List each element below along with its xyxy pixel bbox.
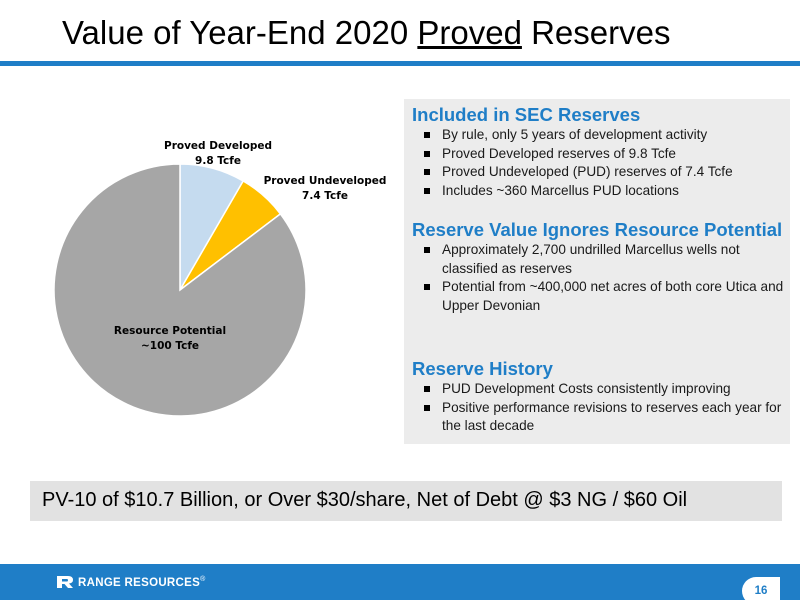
section-heading: Included in SEC Reserves	[412, 104, 641, 125]
bullet-item: Potential from ~400,000 net acres of bot…	[412, 278, 784, 315]
bullet-list: PUD Development Costs consistently impro…	[412, 380, 784, 436]
bullet-list: By rule, only 5 years of development act…	[412, 126, 784, 200]
pie-slice-resource-potential	[53, 163, 307, 417]
bullet-item: Positive performance revisions to reserv…	[412, 399, 784, 436]
pie-label-resource-potential-value: ~100 Tcfe	[140, 340, 200, 352]
pie-label-proved-undeveloped: Proved Undeveloped 7.4 Tcfe	[255, 174, 395, 204]
pv10-text: PV-10 of $10.7 Billion, or Over $30/shar…	[42, 489, 688, 511]
bullet-text: Proved Developed reserves of 9.8 Tcfe	[442, 145, 676, 161]
pie-label-proved-developed: Proved Developed 9.8 Tcfe	[148, 139, 288, 169]
square-bullet-icon	[424, 386, 430, 392]
bullet-item: By rule, only 5 years of development act…	[412, 126, 784, 145]
bullet-text: Potential from ~400,000 net acres of bot…	[442, 279, 784, 313]
title-rule	[0, 61, 800, 66]
section-resource-potential: Reserve Value Ignores Resource Potential…	[412, 218, 784, 315]
bullet-text: Proved Undeveloped (PUD) reserves of 7.4…	[442, 164, 733, 179]
pie-label-resource-potential: Resource Potential ~100 Tcfe	[100, 324, 240, 354]
section-heading: Reserve History	[412, 358, 553, 379]
reserves-pie-chart	[53, 163, 307, 417]
square-bullet-icon	[424, 169, 430, 175]
title-prefix: Value of Year-End 2020	[62, 14, 418, 51]
footer-bar: RANGE RESOURCES® 16	[0, 564, 800, 605]
bullet-text: Includes ~360 Marcellus PUD locations	[442, 182, 679, 198]
bullet-list: Approximately 2,700 undrilled Marcellus …	[412, 241, 784, 315]
title-underlined-word: Proved	[417, 14, 522, 51]
square-bullet-icon	[424, 132, 430, 138]
slide-title: Value of Year-End 2020 Proved Reserves	[62, 14, 670, 52]
section-reserve-history: Reserve History PUD Development Costs co…	[412, 357, 784, 436]
pie-label-proved-undeveloped-value: 7.4 Tcfe	[302, 190, 348, 202]
logo-wordmark: RANGE RESOURCES	[78, 576, 201, 589]
square-bullet-icon	[424, 247, 430, 253]
bullet-item: Approximately 2,700 undrilled Marcellus …	[412, 241, 784, 278]
square-bullet-icon	[424, 187, 430, 194]
title-suffix: Reserves	[521, 14, 671, 51]
page-number: 16	[742, 577, 780, 605]
bullet-text: Approximately 2,700 undrilled Marcellus …	[442, 242, 740, 276]
bullet-item: Proved Undeveloped (PUD) reserves of 7.4…	[412, 163, 784, 182]
pie-label-resource-potential-name: Resource Potential	[113, 325, 227, 337]
bullet-item: Proved Developed reserves of 9.8 Tcfe	[412, 145, 784, 164]
bullet-text: Positive performance revisions to reserv…	[442, 399, 782, 434]
section-included-sec: Included in SEC Reserves By rule, only 5…	[412, 103, 784, 200]
info-panel: Included in SEC Reserves By rule, only 5…	[404, 99, 790, 444]
logo-text: RANGE RESOURCES®	[78, 576, 206, 589]
square-bullet-icon	[424, 150, 430, 157]
bullet-item: PUD Development Costs consistently impro…	[412, 380, 784, 399]
section-heading: Reserve Value Ignores Resource Potential	[412, 219, 783, 240]
pie-label-proved-undeveloped-name: Proved Undeveloped	[263, 175, 387, 187]
range-resources-logo: RANGE RESOURCES®	[56, 575, 206, 589]
bullet-text: PUD Development Costs consistently impro…	[442, 381, 731, 396]
square-bullet-icon	[424, 404, 430, 411]
pv10-banner: PV-10 of $10.7 Billion, or Over $30/shar…	[30, 481, 782, 521]
pie-label-proved-developed-value: 9.8 Tcfe	[195, 155, 241, 167]
square-bullet-icon	[424, 284, 430, 290]
bullet-text: By rule, only 5 years of development act…	[442, 127, 708, 142]
pie-label-proved-developed-name: Proved Developed	[164, 140, 272, 152]
range-logo-icon	[57, 576, 73, 588]
registered-mark: ®	[200, 575, 206, 583]
bullet-item: Includes ~360 Marcellus PUD locations	[412, 182, 784, 201]
